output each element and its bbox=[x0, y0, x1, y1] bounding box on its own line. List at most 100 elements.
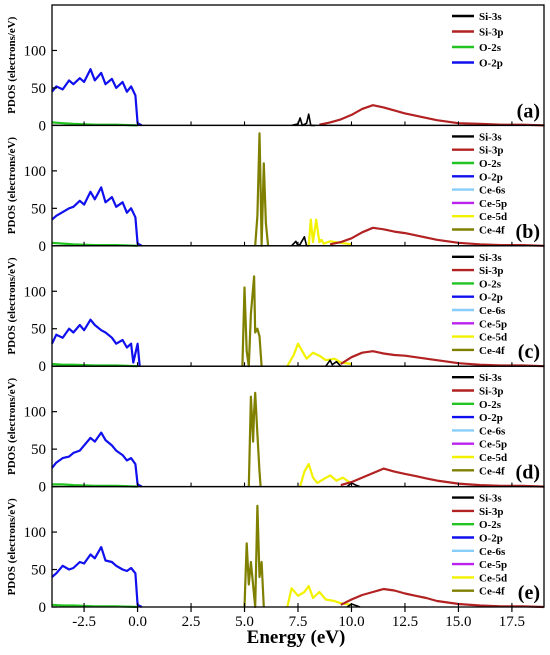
x-tick-label-7-5: 7.5 bbox=[289, 614, 308, 630]
legend-label-d-si-3p: Si-3p bbox=[479, 386, 503, 398]
legend-label-e-si-3s: Si-3s bbox=[479, 493, 502, 505]
legend-label-b-si-3s: Si-3s bbox=[479, 131, 502, 143]
panel-a: 0 50 100 PDOS (electrons/eV) Si-3s Si-3p O-2s O… bbox=[6, 4, 545, 134]
legend-label-b-ce-5d: Ce-5d bbox=[479, 211, 507, 223]
x-tick-label-10: 10.0 bbox=[338, 614, 364, 630]
y-tick-label-e-0: 0 bbox=[39, 600, 47, 616]
panel-frame-b bbox=[51, 124, 545, 247]
series-o-2p-a bbox=[51, 68, 143, 127]
y-tick-label-d-0: 0 bbox=[39, 480, 47, 496]
x-tick-label-12-5: 12.5 bbox=[392, 614, 418, 630]
legend-label-c-ce-4f: Ce-4f bbox=[479, 345, 505, 357]
series-ce-5d-d bbox=[299, 463, 353, 487]
legend-label-d-ce-5d: Ce-5d bbox=[479, 452, 507, 464]
panel-tag-e: (e) bbox=[518, 582, 540, 604]
y-tick-label-b-100: 100 bbox=[24, 164, 47, 180]
series-si-3s-d bbox=[346, 482, 361, 488]
panel-tag-c: (c) bbox=[518, 341, 540, 363]
series-ce-4f-c bbox=[241, 275, 263, 368]
y-tick-label-d-100: 100 bbox=[24, 405, 47, 421]
legend-label-d-ce-4f: Ce-4f bbox=[479, 465, 505, 477]
series-si-3p-d bbox=[340, 467, 545, 488]
series-ce-4f-d bbox=[247, 391, 262, 487]
y-axis-label-a: PDOS (electrons/eV) bbox=[6, 16, 18, 114]
legend-label-a-o-2s: O-2s bbox=[479, 42, 502, 54]
panel-frame-e bbox=[51, 485, 545, 608]
legend-label-e-o-2s: O-2s bbox=[479, 519, 502, 531]
series-o-2p-b bbox=[51, 186, 143, 247]
legend-label-d-ce-5p: Ce-5p bbox=[479, 439, 507, 451]
series-si-3s-b bbox=[291, 236, 309, 247]
legend-label-d-o-2s: O-2s bbox=[479, 399, 502, 411]
y-tick-label-c-0: 0 bbox=[39, 359, 47, 375]
series-si-3s-e bbox=[346, 603, 361, 608]
legend-label-a-si-3s: Si-3s bbox=[479, 11, 502, 23]
legend-label-b-o-2s: O-2s bbox=[479, 158, 502, 170]
y-tick-label-e-100: 100 bbox=[24, 525, 47, 541]
legend-label-e-o-2p: O-2p bbox=[479, 533, 503, 545]
legend-label-a-si-3p: Si-3p bbox=[479, 27, 503, 39]
legend-label-d-si-3s: Si-3s bbox=[479, 372, 502, 384]
y-axis-label-d: PDOS (electrons/eV) bbox=[6, 377, 18, 475]
legend-label-e-si-3p: Si-3p bbox=[479, 506, 503, 518]
legend-label-b-ce-4f: Ce-4f bbox=[479, 225, 505, 237]
series-si-3p-c bbox=[340, 350, 545, 368]
legend-label-e-ce-4f: Ce-4f bbox=[479, 586, 505, 598]
legend-label-e-ce-5p: Ce-5p bbox=[479, 559, 507, 571]
series-o-2p-e bbox=[51, 545, 143, 608]
x-tick-label-2-5: -2.5 bbox=[72, 614, 96, 630]
legend-label-c-ce-5d: Ce-5d bbox=[479, 332, 507, 344]
legend-label-b-ce-6s: Ce-6s bbox=[479, 185, 506, 197]
series-si-3p-b bbox=[329, 226, 545, 247]
y-tick-label-a-100: 100 bbox=[24, 43, 47, 59]
series-si-3s-a bbox=[291, 113, 316, 127]
legend-label-b-si-3p: Si-3p bbox=[479, 145, 503, 157]
panel-frame-d bbox=[51, 365, 545, 488]
panel-tag-b: (b) bbox=[516, 221, 540, 243]
x-tick-label-5: 5.0 bbox=[235, 614, 254, 630]
series-ce-5d-c bbox=[286, 342, 352, 367]
legend-label-d-ce-6s: Ce-6s bbox=[479, 425, 506, 437]
series-ce-5d-e bbox=[286, 584, 352, 608]
series-o-2p-d bbox=[51, 431, 143, 488]
legend-label-c-ce-5p: Ce-5p bbox=[479, 318, 507, 330]
panel-b: 0 50 100 PDOS (electrons/eV) Si-3s Si-3pO-2sO… bbox=[6, 124, 545, 255]
legend-label-c-o-2s: O-2s bbox=[479, 278, 502, 290]
panel-tag-a: (a) bbox=[517, 100, 540, 122]
legend-label-c-si-3s: Si-3s bbox=[479, 252, 502, 264]
legend-label-d-o-2p: O-2p bbox=[479, 412, 503, 424]
legend-label-b-ce-5p: Ce-5p bbox=[479, 198, 507, 210]
panel-frame-a bbox=[51, 4, 545, 127]
series-ce-4f-b bbox=[254, 132, 270, 247]
series-si-3p-a bbox=[319, 104, 545, 127]
legend-label-b-o-2p: O-2p bbox=[479, 171, 503, 183]
series-o-2p-c bbox=[51, 318, 141, 367]
series-si-3p-e bbox=[340, 587, 545, 609]
series-si-3s-c bbox=[325, 359, 342, 367]
y-tick-label-a-50: 50 bbox=[31, 81, 46, 97]
series-ce-4f-e bbox=[243, 504, 265, 609]
panel-d: 0 50 100 PDOS (electrons/eV) Si-3s Si-3pO-2sO… bbox=[6, 365, 545, 496]
y-tick-label-a-0: 0 bbox=[39, 118, 47, 134]
y-tick-label-c-100: 100 bbox=[24, 284, 47, 300]
y-tick-label-b-50: 50 bbox=[31, 201, 46, 217]
x-tick-label-0: 0.0 bbox=[128, 614, 147, 630]
legend-label-e-ce-5d: Ce-5d bbox=[479, 572, 507, 584]
y-axis-label-b: PDOS (electrons/eV) bbox=[6, 137, 18, 235]
legend-label-c-ce-6s: Ce-6s bbox=[479, 305, 506, 317]
panel-frame-c bbox=[51, 245, 545, 367]
legend-label-a-o-2p: O-2p bbox=[479, 58, 503, 70]
y-tick-label-e-50: 50 bbox=[31, 563, 46, 579]
y-tick-label-b-0: 0 bbox=[39, 239, 47, 255]
x-tick-label-2-5: 2.5 bbox=[182, 614, 201, 630]
x-tick-label-15: 15.0 bbox=[445, 614, 471, 630]
x-axis-label: Energy (eV) bbox=[247, 627, 346, 648]
series-ce-5d-b bbox=[307, 218, 352, 246]
